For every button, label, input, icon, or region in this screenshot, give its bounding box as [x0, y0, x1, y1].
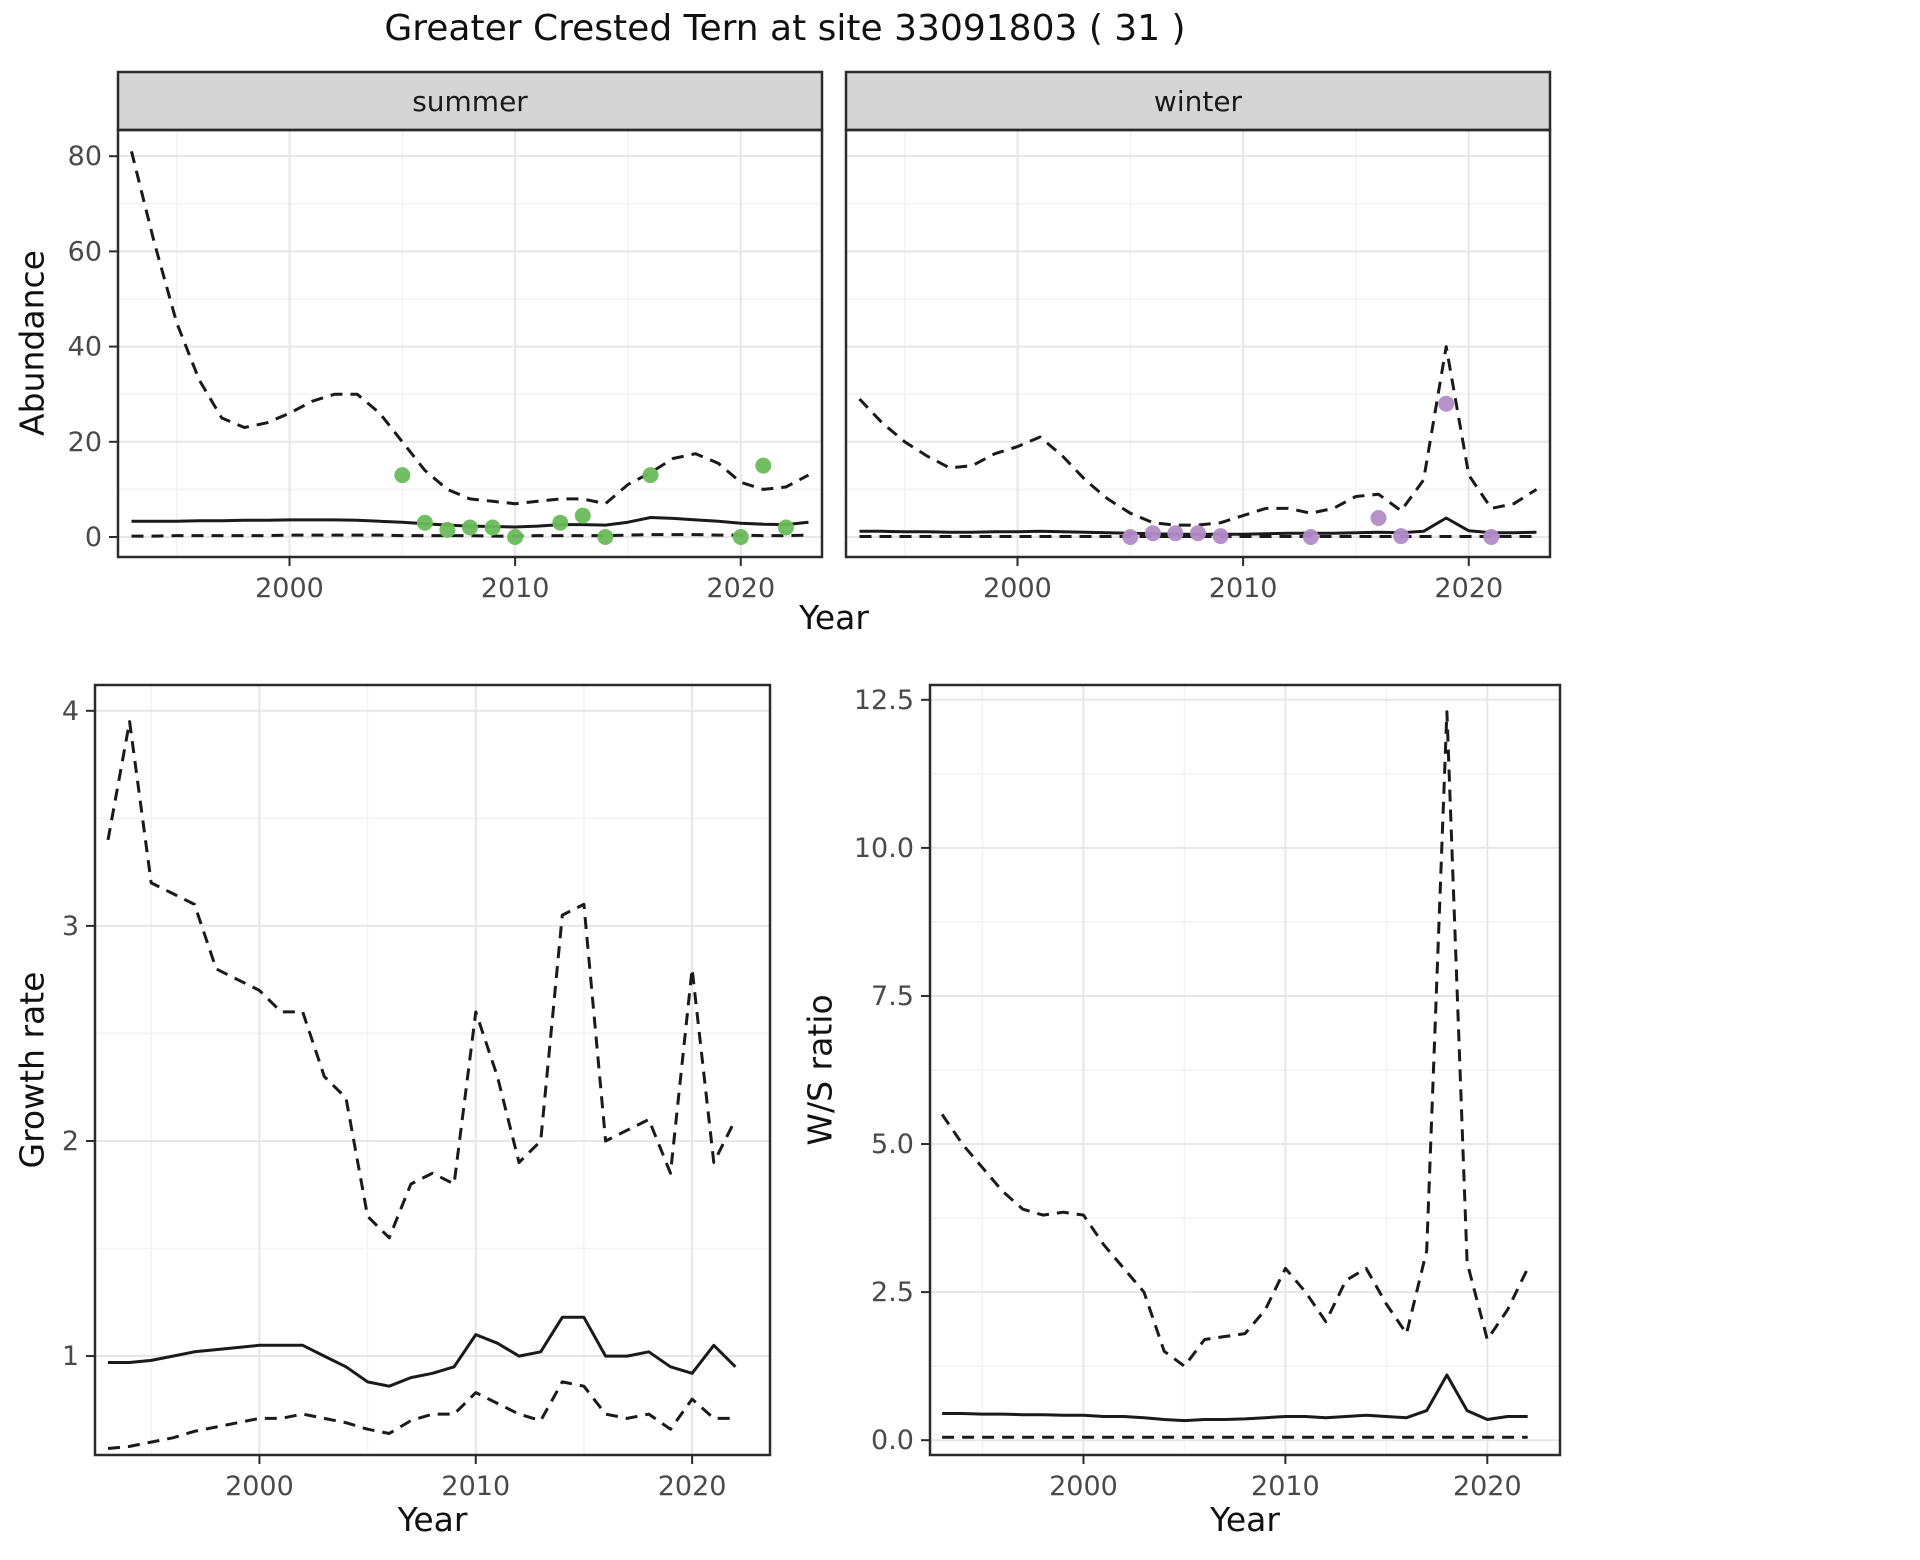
svg-text:7.5: 7.5: [871, 981, 914, 1012]
svg-text:2000: 2000: [983, 573, 1052, 604]
observed-counts-winter: [1144, 525, 1161, 542]
svg-text:2000: 2000: [1049, 1471, 1118, 1502]
chart-title: Greater Crested Tern at site 33091803 ( …: [384, 8, 1186, 49]
svg-text:0.0: 0.0: [871, 1425, 914, 1456]
svg-text:10.0: 10.0: [854, 833, 914, 864]
observed-counts-summer: [394, 467, 411, 484]
observed-counts-winter: [1483, 529, 1500, 545]
svg-text:1: 1: [62, 1341, 79, 1372]
svg-text:2.5: 2.5: [871, 1277, 914, 1308]
observed-counts-winter: [1212, 528, 1229, 545]
y-axis-label-ws-ratio: W/S ratio: [800, 994, 840, 1146]
growth_rate-series: [106, 720, 737, 1450]
facet-strip-winter-label: winter: [1153, 84, 1243, 118]
svg-text:20: 20: [68, 427, 102, 458]
svg-text:2010: 2010: [1251, 1471, 1320, 1502]
observed-counts-summer: [732, 529, 749, 545]
growth_rate-lower_95ci: [107, 1380, 736, 1450]
observed-counts-summer: [777, 519, 794, 536]
y-axis-label-abundance: Abundance: [12, 250, 52, 436]
svg-text:2: 2: [62, 1126, 79, 1157]
svg-text:40: 40: [68, 332, 102, 363]
growth_rate-upper_95ci: [106, 720, 737, 1240]
svg-text:2020: 2020: [1453, 1471, 1522, 1502]
observed-counts-summer: [507, 529, 524, 545]
x-axis-label-ws-year: Year: [1210, 1500, 1280, 1539]
x-axis-label-abundance-year: Year: [799, 598, 869, 637]
x-axis-label-growth-year: Year: [397, 1500, 468, 1539]
observed-counts-winter: [1167, 525, 1184, 542]
y-axis-label-growth-rate: Growth rate: [12, 971, 52, 1169]
svg-text:0: 0: [85, 522, 102, 553]
svg-text:2000: 2000: [225, 1471, 294, 1502]
observed-counts-summer: [755, 457, 772, 474]
observed-counts-winter: [1438, 395, 1455, 412]
ws_ratio-modelled_mean: [942, 1373, 1528, 1423]
svg-text:80: 80: [68, 141, 102, 172]
svg-text:2020: 2020: [658, 1471, 727, 1502]
ws_ratio-series: [940, 710, 1530, 1439]
abundance_summer-lower_95ci: [131, 533, 809, 538]
facet-strip-summer-label: summer: [412, 84, 528, 118]
svg-text:2020: 2020: [1434, 573, 1503, 604]
svg-text:2020: 2020: [706, 573, 775, 604]
ws_ratio-upper_95ci: [940, 710, 1530, 1368]
abundance_summer-upper_95ci: [130, 151, 810, 506]
observed-counts-winter: [1302, 529, 1319, 545]
growth_rate-modelled_mean: [108, 1315, 737, 1388]
observed-counts-summer: [552, 514, 569, 531]
observed-counts-winter: [1190, 525, 1206, 542]
svg-text:2010: 2010: [481, 573, 550, 604]
svg-text:5.0: 5.0: [871, 1129, 914, 1160]
svg-text:3: 3: [62, 911, 79, 942]
observed-counts-summer: [574, 507, 591, 524]
observed-counts-winter: [1393, 528, 1410, 545]
observed-counts-summer: [416, 514, 433, 531]
svg-text:60: 60: [68, 236, 102, 267]
svg-text:4: 4: [62, 696, 79, 727]
abundance_winter-series: [858, 345, 1538, 545]
observed-counts-winter: [1370, 510, 1387, 526]
observed-counts-summer: [484, 519, 501, 536]
observed-counts-summer: [439, 521, 456, 538]
svg-text:2000: 2000: [255, 573, 324, 604]
observed-counts-summer: [642, 467, 659, 484]
observed-counts-summer: [597, 529, 614, 545]
observed-counts-summer: [462, 519, 478, 536]
abundance_summer-series: [130, 151, 810, 545]
svg-text:2010: 2010: [1209, 573, 1278, 604]
svg-text:2010: 2010: [441, 1471, 510, 1502]
svg-text:12.5: 12.5: [854, 685, 914, 716]
observed-counts-winter: [1122, 529, 1139, 545]
